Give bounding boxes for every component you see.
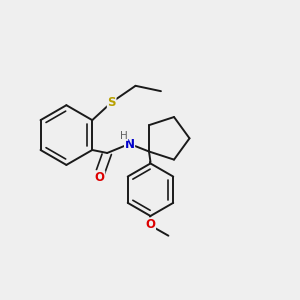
Text: O: O [146, 218, 155, 231]
Text: H: H [120, 131, 128, 141]
Text: N: N [124, 137, 135, 151]
Text: O: O [95, 171, 105, 184]
Text: S: S [107, 96, 116, 109]
